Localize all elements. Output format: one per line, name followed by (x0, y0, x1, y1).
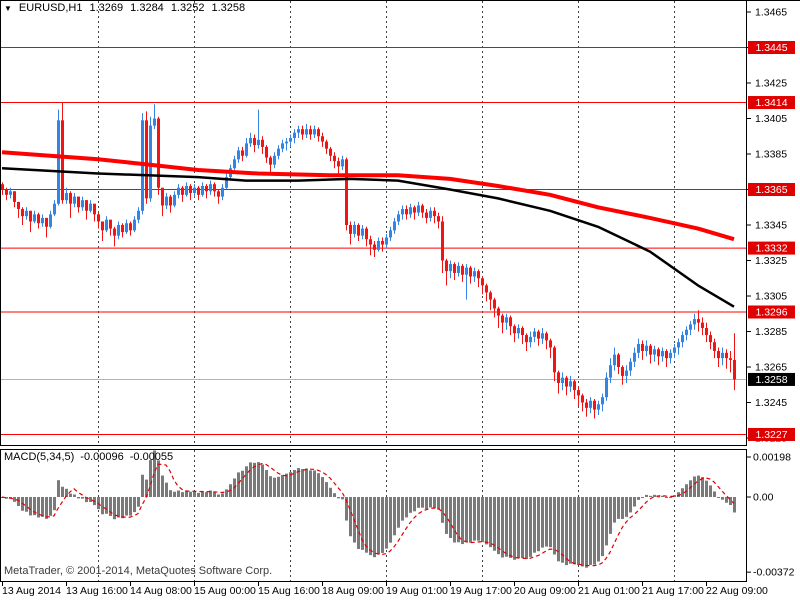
svg-text:19 Aug 17:00: 19 Aug 17:00 (450, 585, 512, 597)
svg-text:21 Aug 17:00: 21 Aug 17:00 (642, 585, 704, 597)
svg-text:1.3325: 1.3325 (755, 255, 787, 267)
svg-text:20 Aug 09:00: 20 Aug 09:00 (514, 585, 576, 597)
svg-text:14 Aug 08:00: 14 Aug 08:00 (130, 585, 192, 597)
candlestick-series (1, 102, 736, 419)
svg-text:13 Aug 2014: 13 Aug 2014 (2, 585, 61, 597)
svg-text:1.3332: 1.3332 (755, 243, 787, 255)
svg-text:1.3345: 1.3345 (755, 220, 787, 232)
macd-signal-value: -0.00055 (129, 451, 174, 463)
svg-text:1.3245: 1.3245 (755, 397, 787, 409)
svg-text:1.3445: 1.3445 (755, 42, 787, 54)
copyright-text: MetaTrader, © 2001-2014, MetaQuotes Soft… (4, 565, 273, 577)
macd-indicator-area[interactable] (0, 449, 747, 582)
macd-signal-line (1, 462, 735, 567)
svg-text:1.3285: 1.3285 (755, 326, 787, 338)
svg-text:19 Aug 01:00: 19 Aug 01:00 (386, 585, 448, 597)
price-axis-scale[interactable] (747, 0, 800, 582)
svg-text:1.3258: 1.3258 (755, 374, 787, 386)
time-axis-scale[interactable] (0, 582, 800, 600)
svg-text:13 Aug 16:00: 13 Aug 16:00 (66, 585, 128, 597)
svg-text:0.00: 0.00 (753, 492, 774, 504)
svg-text:0.00198: 0.00198 (753, 452, 791, 464)
svg-text:21 Aug 01:00: 21 Aug 01:00 (578, 585, 640, 597)
price-chart-area[interactable] (0, 0, 747, 446)
symbol-dropdown-icon[interactable]: ▼ (4, 3, 12, 13)
svg-text:1.3227: 1.3227 (755, 429, 787, 441)
macd-axis-ticks: 0.00198 0.00 -0.00372 (747, 452, 795, 579)
svg-text:22 Aug 09:00: 22 Aug 09:00 (706, 585, 768, 597)
svg-text:1.3365: 1.3365 (755, 184, 787, 196)
svg-text:18 Aug 09:00: 18 Aug 09:00 (322, 585, 384, 597)
svg-text:1.3305: 1.3305 (755, 291, 787, 303)
macd-label: MACD(5,34,5) (4, 451, 75, 463)
svg-text:1.3414: 1.3414 (755, 97, 787, 109)
svg-text:1.3465: 1.3465 (755, 7, 787, 19)
symbol-info-line: ▼ EURUSD,H1 1.3269 1.3284 1.3252 1.3258 (4, 2, 245, 14)
svg-text:15 Aug 16:00: 15 Aug 16:00 (258, 585, 320, 597)
bar-close-value: 1.3258 (211, 2, 246, 14)
macd-main-value: -0.00096 (80, 451, 124, 463)
svg-text:1.3425: 1.3425 (755, 78, 787, 90)
price-axis-ticks: 1.3465 1.3445 1.3425 1.3405 1.3385 1.3365 1.33… (747, 7, 787, 445)
macd-histogram (1, 450, 736, 568)
macd-info-line: MACD(5,34,5) -0.00096 -0.00055 (4, 451, 173, 463)
time-axis-labels: 13 Aug 2014 13 Aug 16:00 14 Aug 08:00 15 Au… (2, 582, 768, 597)
svg-text:15 Aug 00:00: 15 Aug 00:00 (194, 585, 256, 597)
bar-high-value: 1.3284 (130, 2, 164, 14)
svg-text:-0.00372: -0.00372 (753, 567, 795, 579)
svg-text:1.3296: 1.3296 (755, 306, 787, 318)
symbol-timeframe-label: EURUSD,H1 (18, 2, 83, 14)
bar-low-value: 1.3252 (170, 2, 205, 14)
bar-open-value: 1.3269 (89, 2, 124, 14)
svg-text:1.3385: 1.3385 (755, 149, 787, 161)
ma-red-line (1, 150, 735, 242)
price-flags: 1.3445 1.3414 1.3365 1.3332 1.3296 1.3227 1.32… (748, 41, 795, 441)
panel-borders (0, 0, 800, 582)
ma-black-line (1, 166, 735, 308)
svg-text:1.3405: 1.3405 (755, 113, 787, 125)
svg-text:1.3265: 1.3265 (755, 362, 787, 374)
